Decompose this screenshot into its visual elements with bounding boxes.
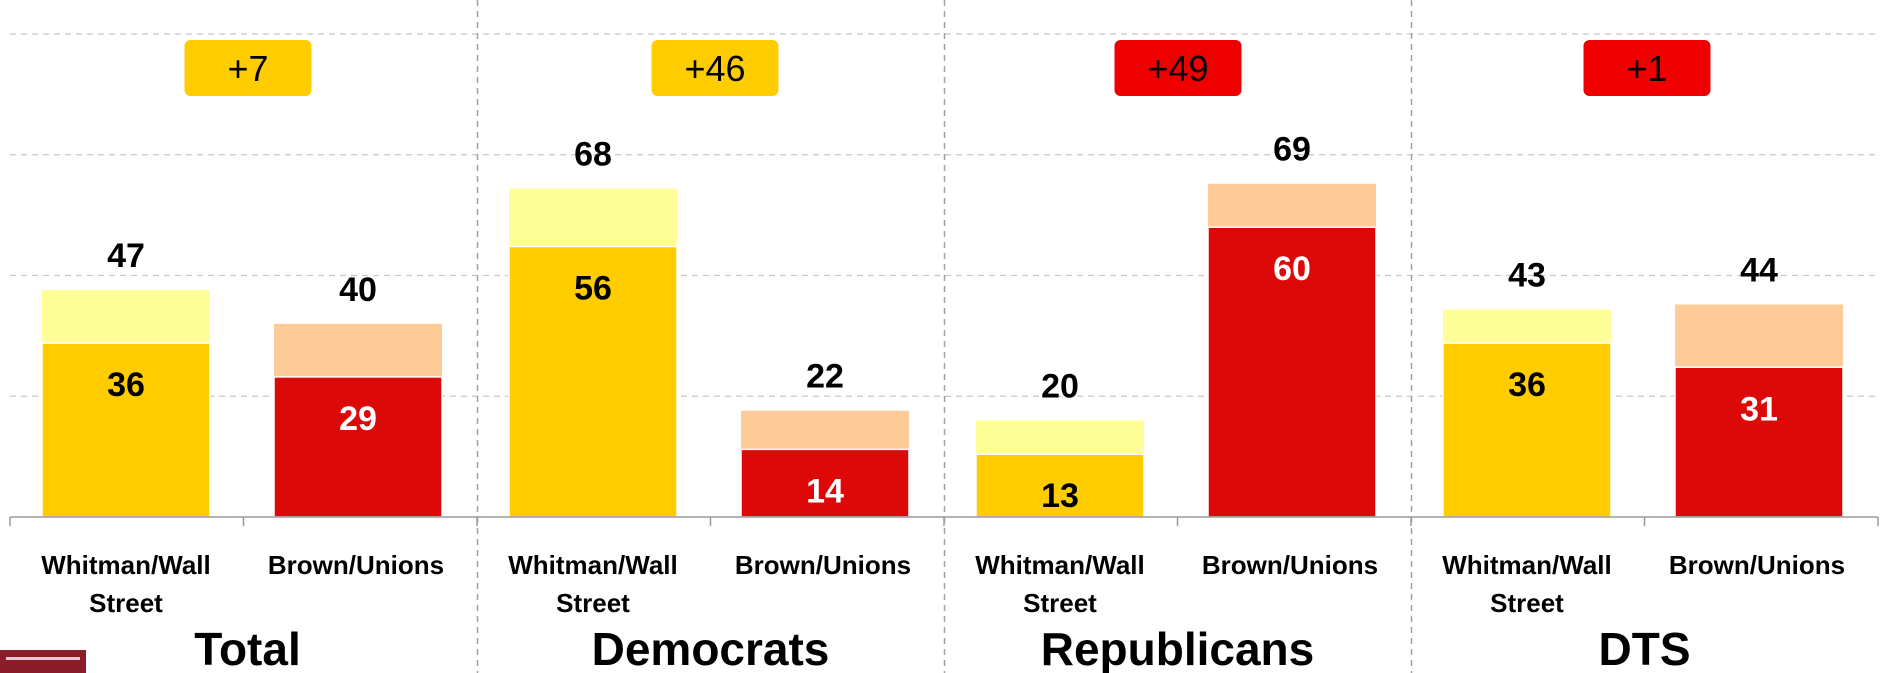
labels: 47 36 Whitman/Wall Street 40 29 Brown/Unions To… bbox=[41, 131, 1845, 673]
bar-strong-segment bbox=[508, 245, 678, 518]
difference-value: +46 bbox=[684, 48, 745, 89]
category-label: Whitman/Wall bbox=[1442, 550, 1611, 580]
data-label-strong: 56 bbox=[574, 270, 612, 308]
bar-strong-segment bbox=[41, 342, 211, 518]
logo-mark bbox=[0, 650, 86, 673]
bars bbox=[41, 183, 1844, 518]
data-label-total: 47 bbox=[107, 237, 145, 275]
bar-strong-segment bbox=[273, 376, 443, 518]
logo-inner-stripe bbox=[6, 657, 80, 660]
difference-badge bbox=[1583, 40, 1711, 96]
data-label-total: 44 bbox=[1740, 251, 1778, 289]
logo bbox=[0, 650, 86, 673]
difference-badges: +7 +46 +49 +1 bbox=[184, 40, 1711, 96]
data-label-strong: 36 bbox=[107, 366, 145, 404]
category-label: Street bbox=[1023, 588, 1097, 618]
category-label: Whitman/Wall bbox=[41, 550, 210, 580]
difference-value: +1 bbox=[1626, 48, 1667, 89]
category-label: Brown/Unions bbox=[1202, 550, 1378, 580]
bar-strong-segment bbox=[975, 453, 1145, 518]
group-label: Republicans bbox=[1041, 623, 1315, 673]
data-label-total: 43 bbox=[1508, 256, 1546, 294]
category-label: Street bbox=[556, 588, 630, 618]
category-label: Brown/Unions bbox=[268, 550, 444, 580]
data-label-total: 20 bbox=[1041, 367, 1079, 405]
group-label: Democrats bbox=[592, 623, 830, 673]
bar-strong-segment bbox=[740, 448, 910, 518]
group-label: Total bbox=[194, 623, 300, 673]
difference-badge bbox=[651, 40, 779, 96]
data-label-strong: 13 bbox=[1041, 477, 1079, 515]
data-label-strong: 29 bbox=[339, 400, 377, 438]
x-axis bbox=[9, 516, 1879, 526]
difference-badge bbox=[184, 40, 312, 96]
group-label: DTS bbox=[1599, 623, 1691, 673]
data-label-strong: 31 bbox=[1740, 390, 1778, 428]
category-label: Brown/Unions bbox=[1669, 550, 1845, 580]
data-label-total: 69 bbox=[1273, 131, 1311, 169]
category-label: Street bbox=[89, 588, 163, 618]
category-label: Brown/Unions bbox=[735, 550, 911, 580]
data-label-strong: 36 bbox=[1508, 366, 1546, 404]
difference-value: +7 bbox=[227, 48, 268, 89]
group-dividers bbox=[476, 0, 1413, 673]
difference-badge bbox=[1114, 40, 1242, 96]
category-label: Whitman/Wall bbox=[508, 550, 677, 580]
data-label-strong: 60 bbox=[1273, 250, 1311, 288]
category-label: Street bbox=[1490, 588, 1564, 618]
data-label-total: 40 bbox=[339, 271, 377, 309]
difference-value: +49 bbox=[1147, 48, 1208, 89]
data-label-strong: 14 bbox=[806, 472, 844, 510]
category-label: Whitman/Wall bbox=[975, 550, 1144, 580]
bar-strong-segment bbox=[1207, 226, 1377, 518]
data-label-total: 68 bbox=[574, 136, 612, 174]
data-label-total: 22 bbox=[806, 358, 844, 396]
bar-strong-segment bbox=[1674, 366, 1844, 518]
